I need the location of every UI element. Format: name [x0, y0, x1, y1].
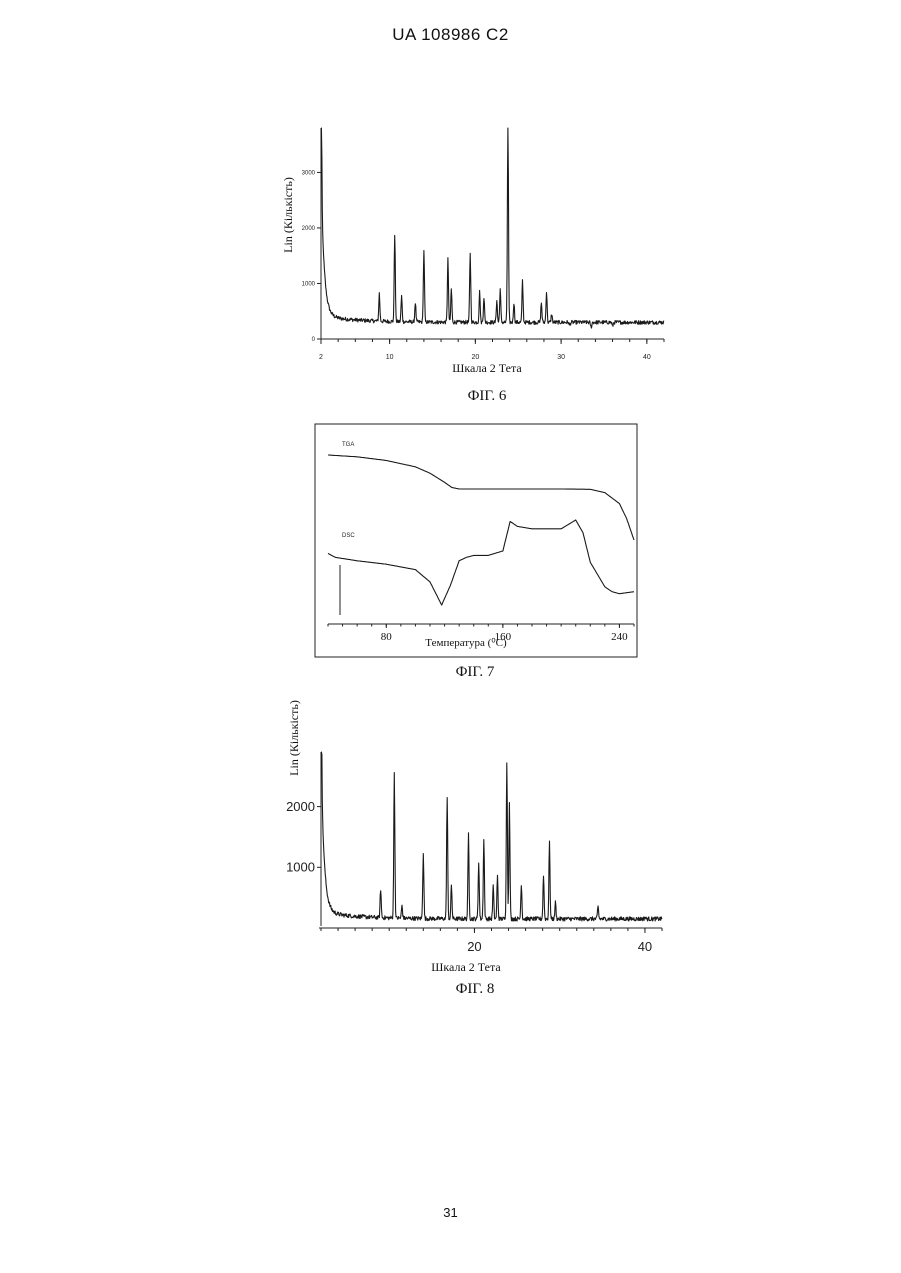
- fig6-caption: ФІГ. 6: [468, 388, 507, 404]
- fig6-x-tick-label: 2: [319, 354, 323, 361]
- fig7-tga-label: TGA: [342, 442, 354, 448]
- fig6-y-tick-label: 2000: [302, 226, 316, 232]
- fig7-dsc-label: DSC: [342, 533, 355, 539]
- fig7-x-tick-label: 80: [381, 631, 393, 643]
- fig6-y-axis-label: Lin (Кількість): [281, 177, 295, 253]
- fig7-caption: ФІГ. 7: [456, 664, 495, 680]
- fig6-x-axis-label: Шкала 2 Тета: [452, 361, 522, 375]
- fig6-x-tick-label: 20: [471, 354, 479, 361]
- fig8-x-tick-label: 40: [638, 939, 652, 954]
- fig8-diffraction-trace: [321, 752, 662, 921]
- fig6-y-tick-label: 3000: [302, 170, 316, 176]
- fig7-x-tick-label: 240: [611, 631, 628, 643]
- fig6-x-tick-label: 10: [386, 354, 394, 361]
- fig8-y-tick-label: 1000: [286, 860, 315, 875]
- fig8-x-axis-label: Шкала 2 Тета: [431, 960, 501, 974]
- fig8-x-tick-label: 20: [467, 939, 481, 954]
- fig7-thermal-chart: TGA DSC Температура (⁰C) ФІГ. 7 80160240: [315, 424, 637, 680]
- fig8-xrd-chart: Lin (Кількість) Шкала 2 Тета ФІГ. 8 20 40…: [286, 700, 662, 997]
- fig6-xrd-chart: Lin (Кількість) Шкала 2 Тета ФІГ. 6 2 10 2…: [281, 128, 664, 404]
- fig8-caption: ФІГ. 8: [456, 981, 495, 997]
- fig7-tga-curve: [328, 455, 634, 540]
- fig6-x-tick-label: 30: [557, 354, 565, 361]
- fig7-dsc-curve: [328, 520, 634, 605]
- fig6-y-tick-label: 0: [312, 337, 316, 343]
- fig6-diffraction-trace: [321, 128, 664, 328]
- fig6-x-tick-label: 40: [643, 354, 651, 361]
- fig6-y-tick-label: 1000: [302, 281, 316, 287]
- fig7-x-tick-label: 160: [495, 631, 512, 643]
- fig8-y-axis-label: Lin (Кількість): [287, 700, 301, 776]
- page-number: 31: [0, 1205, 901, 1220]
- fig8-y-tick-label: 2000: [286, 799, 315, 814]
- fig7-frame: [315, 424, 637, 657]
